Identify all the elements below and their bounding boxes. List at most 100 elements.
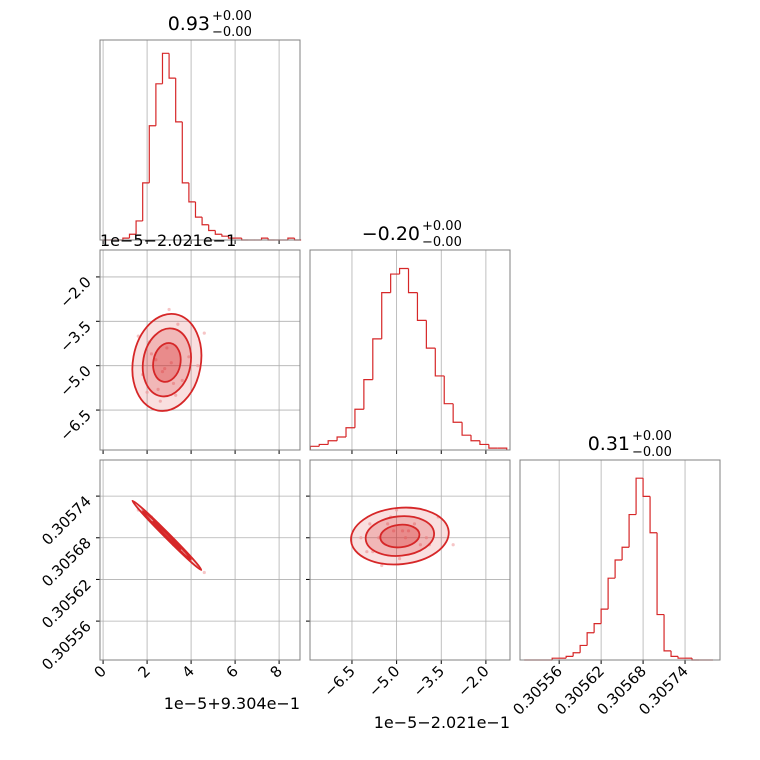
- histogram-bar: [649, 496, 658, 534]
- panel-title: 0.93: [168, 13, 210, 35]
- histogram-bar: [443, 375, 454, 405]
- density-contour: [152, 342, 182, 383]
- histogram-bar: [425, 320, 436, 349]
- x-tick-label: 6: [222, 662, 241, 681]
- sample-point: [145, 390, 149, 394]
- histogram-bar: [148, 125, 156, 183]
- histogram-bar: [128, 233, 137, 239]
- sample-point: [412, 522, 417, 526]
- histogram-bar: [208, 224, 216, 232]
- panel-frame: [519, 459, 721, 661]
- histogram-bar: [336, 436, 347, 441]
- x-tick-label: −3.5: [410, 662, 448, 700]
- sample-point: [400, 529, 405, 533]
- sample-point: [392, 529, 396, 533]
- x-tick-label: 2: [134, 662, 153, 681]
- histogram-bar: [663, 614, 672, 652]
- title-lower-error: −0.00: [422, 235, 462, 250]
- y-tick-label: −5.0: [56, 362, 94, 400]
- histogram-bar: [656, 532, 665, 616]
- histogram-bar: [390, 273, 400, 293]
- sample-point: [163, 367, 167, 371]
- density-contour: [364, 515, 435, 557]
- histogram-bar: [372, 338, 382, 380]
- histogram-bar: [287, 237, 295, 240]
- x-tick-label: 4: [178, 662, 197, 681]
- histogram-bar: [407, 268, 418, 294]
- histogram-bar: [434, 348, 445, 377]
- histogram-bar: [345, 427, 355, 438]
- sample-point: [406, 529, 411, 533]
- histogram-bar: [398, 267, 409, 275]
- title-lower-error: −0.00: [632, 445, 672, 460]
- histogram-bar: [497, 447, 508, 450]
- histogram-bar: [677, 656, 686, 659]
- sample-point: [403, 536, 408, 540]
- panel-title: 0.31: [588, 433, 630, 455]
- histogram-bar: [260, 237, 269, 240]
- histogram-bar: [221, 234, 229, 237]
- x-tick-label: 8: [266, 662, 285, 681]
- panel: −2.0 −3.5 −5.0 −6.5: [56, 249, 301, 454]
- sample-point: [176, 322, 180, 326]
- histogram-bar: [670, 650, 679, 657]
- panel: [99, 39, 302, 244]
- panel: −6.5 −5.0 −3.5 −2.0: [306, 459, 511, 701]
- histogram-bar: [416, 292, 427, 321]
- density-contour: [141, 327, 192, 398]
- histogram-bar: [327, 440, 338, 445]
- sample-point: [368, 522, 372, 526]
- histogram-bar: [175, 78, 183, 123]
- histogram-bar: [461, 422, 472, 436]
- histogram-bar: [309, 445, 320, 450]
- panel-frame: [99, 39, 301, 241]
- x-offset-label: 1e−5+9.304e−1: [164, 694, 300, 713]
- sample-point: [167, 307, 171, 312]
- histogram-bar: [628, 513, 637, 548]
- title-upper-error: +0.00: [632, 429, 672, 444]
- histogram-bar: [488, 444, 498, 449]
- x-tick-label: −6.5: [320, 662, 358, 700]
- histogram-bar: [135, 220, 143, 235]
- histogram-bar: [318, 443, 329, 447]
- histogram-bar: [122, 237, 130, 240]
- histogram-bar: [452, 403, 463, 423]
- sample-point: [165, 346, 169, 350]
- sample-point: [154, 358, 158, 362]
- x-offset-label: 1e−5−2.021e−1: [374, 713, 510, 732]
- histogram-bar: [600, 608, 609, 624]
- panel-frame: [99, 459, 301, 661]
- sample-point: [380, 563, 384, 568]
- histogram-bar: [161, 52, 170, 84]
- sample-point: [171, 381, 176, 386]
- histogram-bar: [551, 657, 560, 660]
- histogram-bar: [565, 655, 574, 659]
- y-tick-label: −2.0: [56, 273, 94, 311]
- x-tick-label: 0: [90, 662, 109, 681]
- histogram-bar: [635, 477, 644, 515]
- sample-point: [395, 508, 399, 512]
- panel-frame: [99, 249, 301, 451]
- y-tick-label: −6.5: [56, 406, 94, 444]
- histogram-bar: [572, 652, 581, 657]
- histogram-bar: [188, 182, 196, 203]
- histogram-bar: [621, 546, 630, 560]
- density-contour: [131, 312, 203, 412]
- sample-point: [174, 393, 178, 397]
- sample-point: [359, 536, 363, 540]
- sample-point: [202, 331, 206, 335]
- sample-point: [158, 399, 162, 403]
- title-upper-error: +0.00: [422, 219, 462, 234]
- y-offset-label: 1e−5−2.021e−1: [100, 231, 236, 250]
- histogram-bar: [181, 121, 189, 184]
- sample-point: [397, 557, 402, 561]
- histogram-bar: [381, 291, 391, 339]
- x-tick-label: −2.0: [454, 662, 492, 700]
- panel-title: −0.20: [362, 223, 420, 245]
- histogram-bar: [227, 236, 236, 239]
- histogram-bar: [201, 217, 209, 226]
